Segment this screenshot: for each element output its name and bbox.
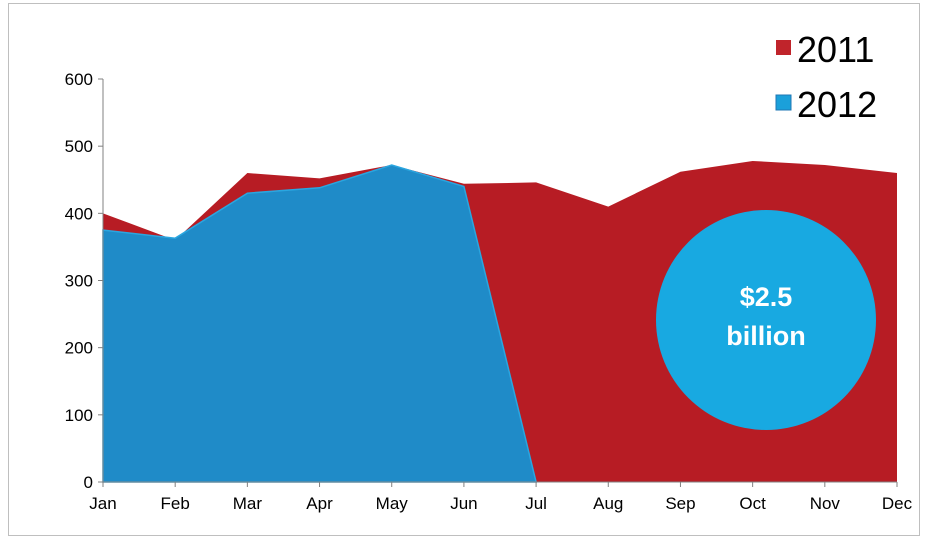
x-tick-label: Dec xyxy=(882,494,913,513)
x-tick-label: Feb xyxy=(161,494,190,513)
x-tick-label: Oct xyxy=(739,494,766,513)
x-tick-label: Aug xyxy=(593,494,623,513)
x-tick-label: Sep xyxy=(665,494,695,513)
y-tick-label: 300 xyxy=(65,272,93,291)
x-tick-label: Jul xyxy=(525,494,547,513)
y-tick-label: 600 xyxy=(65,70,93,89)
x-tick-label: May xyxy=(376,494,409,513)
x-tick-label: Jun xyxy=(450,494,477,513)
x-tick-label: Jan xyxy=(89,494,116,513)
legend-marker-2011 xyxy=(776,40,791,55)
x-tick-label: Nov xyxy=(810,494,841,513)
y-tick-label: 200 xyxy=(65,339,93,358)
y-tick-label: 400 xyxy=(65,204,93,223)
callout-circle xyxy=(656,210,876,430)
y-tick-label: 0 xyxy=(84,473,93,492)
x-tick-label: Mar xyxy=(233,494,263,513)
legend-label-2012: 2012 xyxy=(797,84,877,125)
area-series-2012 xyxy=(102,164,538,483)
x-axis-ticks: Jan Feb Mar Apr May Jun Jul Aug Sep Oct Nov Dec xyxy=(89,482,913,513)
legend: 2011 2012 xyxy=(775,29,877,125)
legend-label-2011: 2011 xyxy=(797,29,874,70)
y-tick-label: 100 xyxy=(65,406,93,425)
legend-marker-2012 xyxy=(775,94,792,111)
x-tick-label: Apr xyxy=(306,494,333,513)
y-tick-label: 500 xyxy=(65,137,93,156)
total-callout: $2.5 billion xyxy=(656,210,876,430)
callout-amount: $2.5 xyxy=(740,282,793,312)
callout-unit: billion xyxy=(726,321,805,351)
y-axis-ticks: 0 100 200 300 400 500 600 xyxy=(65,70,103,492)
